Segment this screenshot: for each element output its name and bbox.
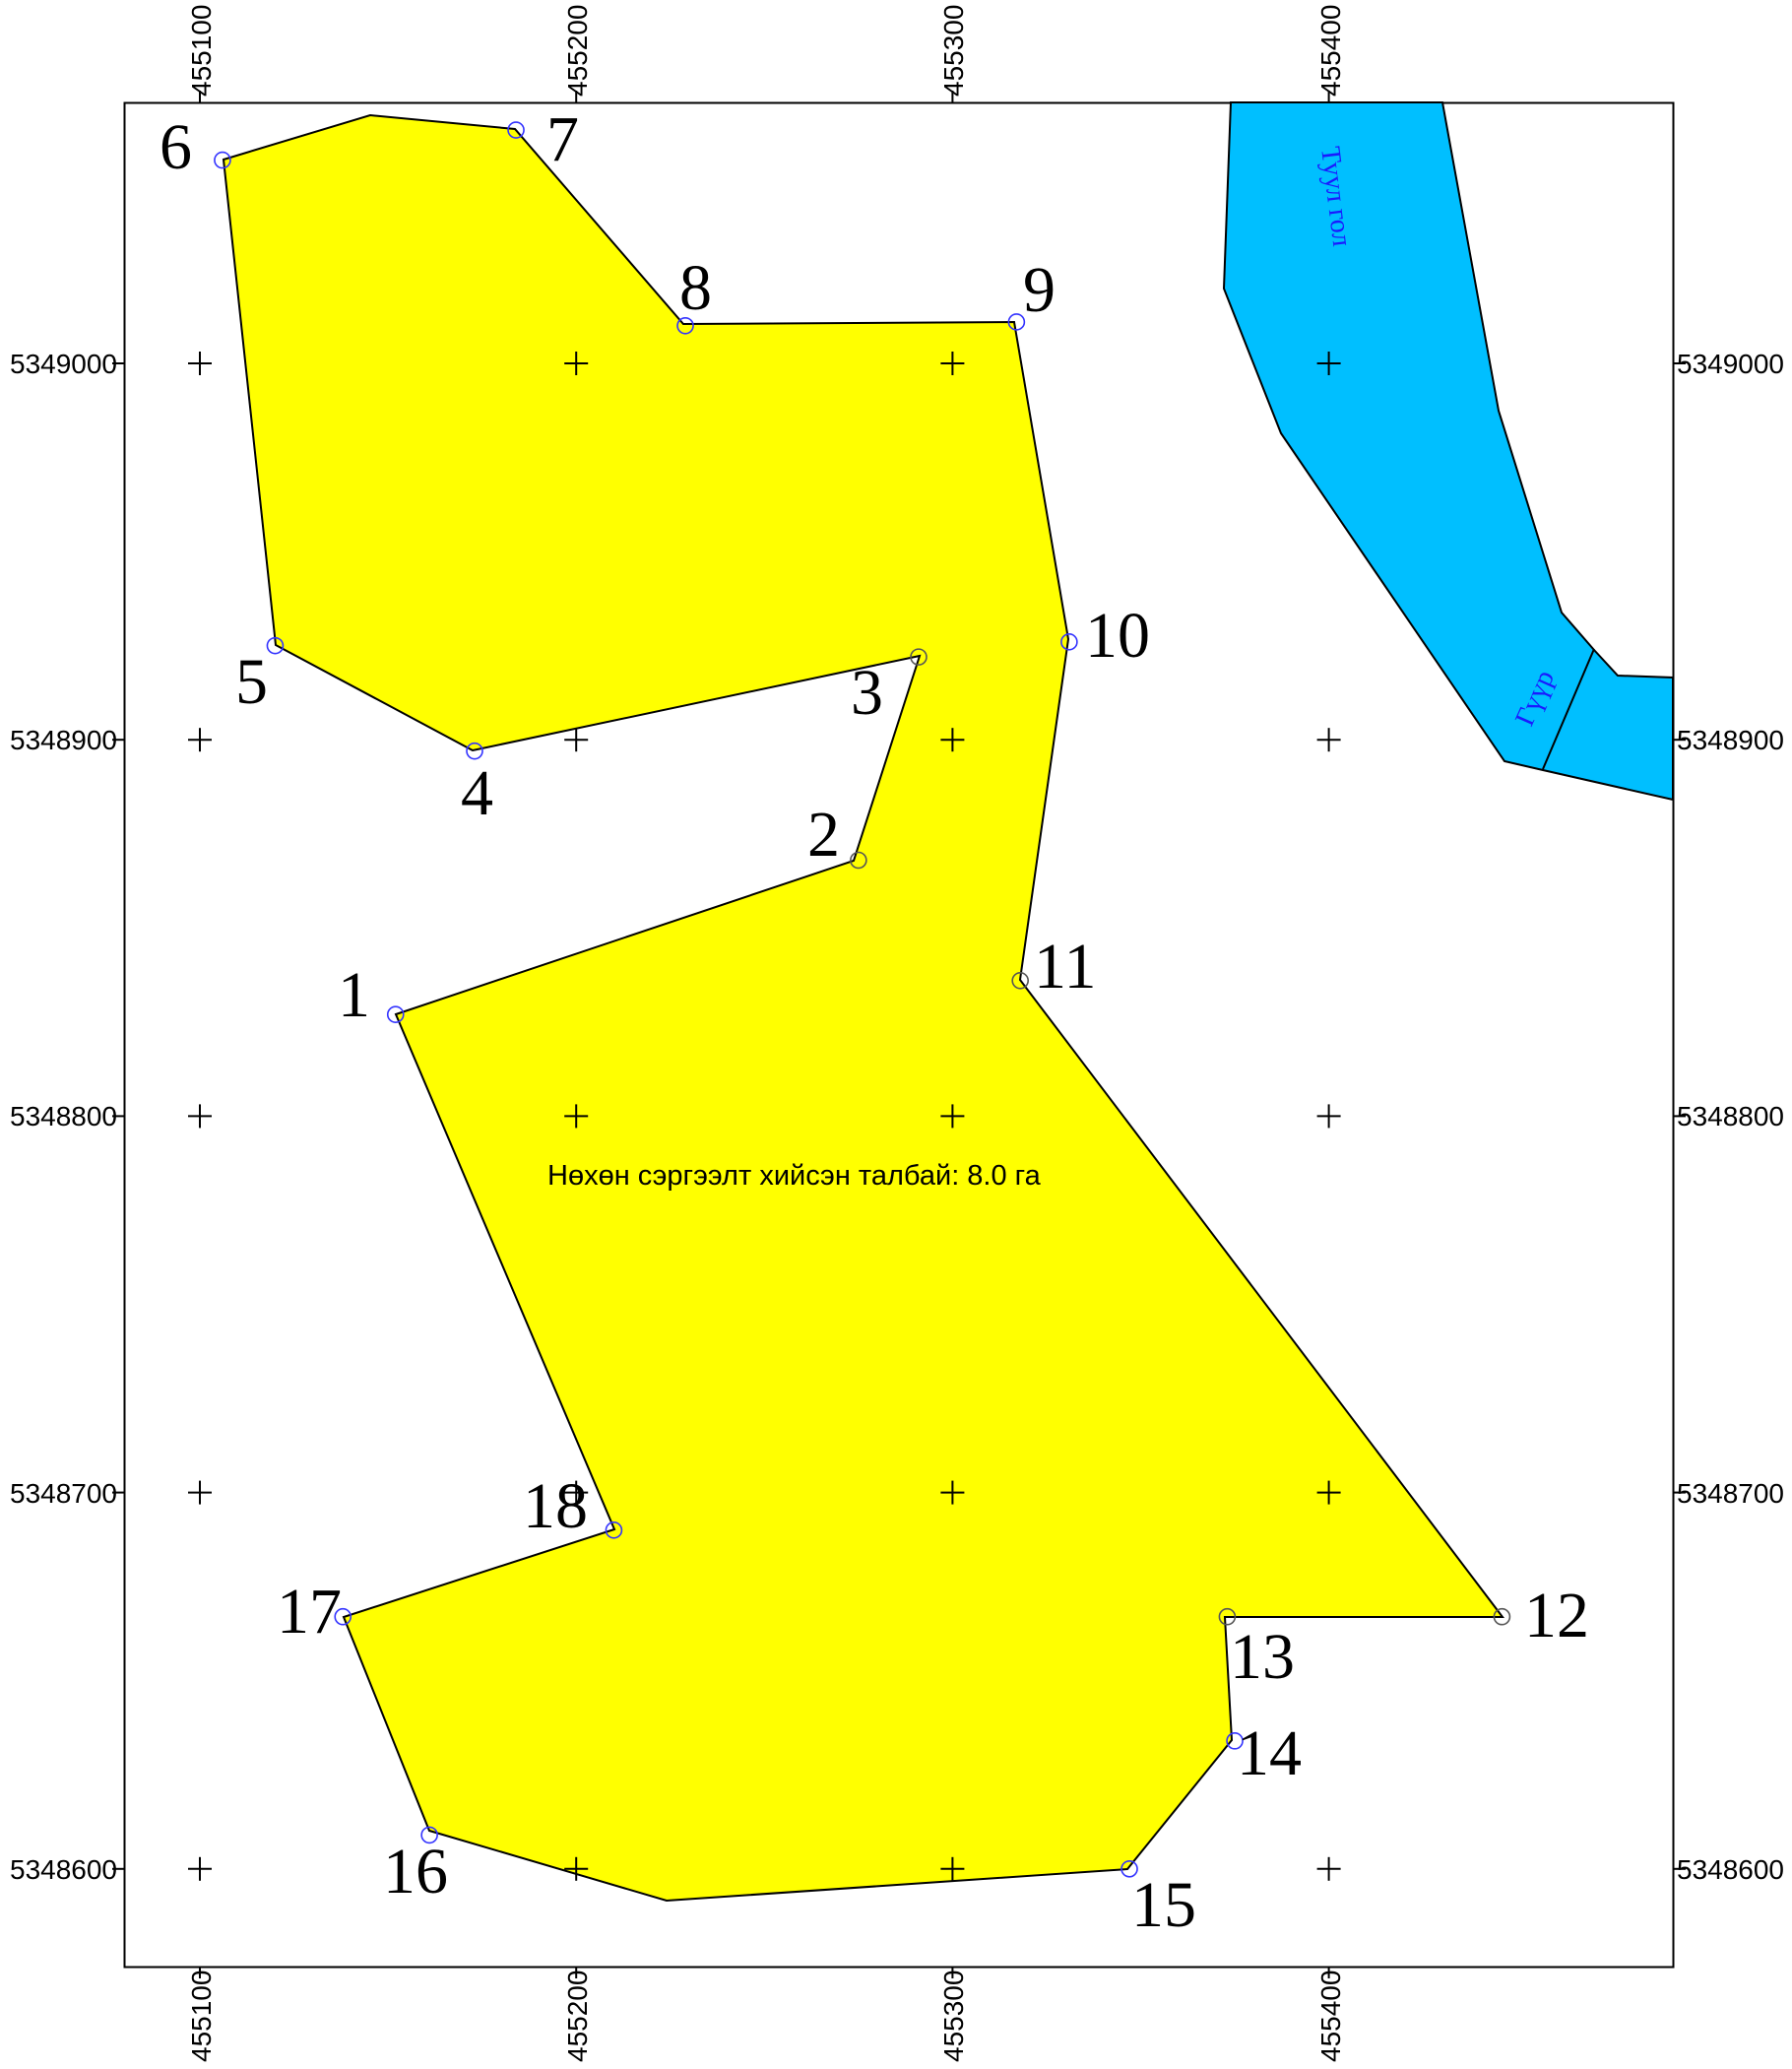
easting-label-top: 455100 xyxy=(186,5,217,97)
grid-cross xyxy=(1316,1104,1341,1129)
vertex-marker xyxy=(266,636,285,655)
northing-label-right: 5349000 xyxy=(1677,349,1784,379)
grid-cross xyxy=(564,1480,589,1505)
grid-cross xyxy=(564,1104,589,1129)
northing-label-left: 5348900 xyxy=(10,725,117,755)
restoration-polygon xyxy=(222,113,1505,1903)
grid-crosses xyxy=(112,91,1686,1978)
vertex-marker xyxy=(214,151,231,169)
vertex-marker xyxy=(605,1521,623,1539)
vertex-label: 15 xyxy=(1131,1869,1196,1941)
vertex-marker xyxy=(676,316,694,335)
vertex-label: 9 xyxy=(1023,254,1056,326)
grid-cross xyxy=(940,728,965,752)
vertex-marker xyxy=(466,742,483,760)
vertex-label: 11 xyxy=(1034,931,1097,1002)
easting-labels-bottom: 455100 455200 455300 455400 xyxy=(186,1971,1346,2062)
vertex-marker xyxy=(1493,1607,1511,1626)
vertex-marker xyxy=(1007,313,1026,331)
vertex-marker xyxy=(334,1607,352,1626)
grid-cross xyxy=(1316,352,1341,375)
vertex-marker xyxy=(910,648,928,666)
northing-label-left: 5348600 xyxy=(10,1854,117,1885)
vertex-label: 18 xyxy=(523,1470,588,1542)
vertex-label: 2 xyxy=(807,799,840,871)
vertex-label: 1 xyxy=(338,959,370,1031)
vertex-marker xyxy=(386,1005,405,1024)
vertex-marker xyxy=(507,121,525,139)
easting-label-bottom: 455300 xyxy=(938,1971,969,2062)
grid-cross xyxy=(940,1104,965,1129)
vertex-label: 3 xyxy=(851,657,883,729)
vertex-label: 4 xyxy=(461,757,493,829)
easting-label-top: 455300 xyxy=(938,5,969,97)
grid-cross xyxy=(188,1856,212,1881)
vertex-label: 13 xyxy=(1230,1621,1295,1693)
grid-cross xyxy=(1316,728,1341,752)
northing-label-left: 5349000 xyxy=(10,349,117,379)
vertex-markers xyxy=(214,121,1511,1878)
vertex-label: 16 xyxy=(383,1836,448,1907)
grid-cross xyxy=(564,728,589,752)
grid-cross xyxy=(940,1856,965,1881)
grid-cross xyxy=(188,352,212,375)
grid-cross xyxy=(564,1856,589,1881)
vertex-label: 8 xyxy=(679,252,712,324)
vertex-marker xyxy=(1226,1732,1244,1750)
northing-label-right: 5348600 xyxy=(1677,1854,1784,1885)
bridge-line xyxy=(1542,648,1595,770)
northing-label-right: 5348800 xyxy=(1677,1101,1784,1131)
vertex-marker xyxy=(420,1826,438,1844)
northing-label-right: 5348900 xyxy=(1677,725,1784,755)
vertex-label: 10 xyxy=(1085,600,1150,672)
northing-labels-right: 5349000 5348900 5348800 5348700 5348600 xyxy=(1677,349,1784,1885)
grid-cross xyxy=(188,1104,212,1129)
northing-label-right: 5348700 xyxy=(1677,1478,1784,1509)
area-label: Нөхөн сэргээлт хийсэн талбай: 8.0 га xyxy=(547,1160,1042,1192)
vertex-marker xyxy=(1060,633,1078,651)
easting-label-bottom: 455400 xyxy=(1315,1971,1346,2062)
grid-cross xyxy=(940,1480,965,1505)
river: Туул гол Гүүр xyxy=(1222,101,1674,802)
easting-label-bottom: 455100 xyxy=(186,1971,217,2062)
easting-label-top: 455200 xyxy=(562,5,593,97)
northing-label-left: 5348700 xyxy=(10,1478,117,1509)
grid-cross xyxy=(1316,1856,1341,1881)
grid-cross xyxy=(188,1480,212,1505)
grid-cross xyxy=(940,352,965,375)
vertex-labels: 1 2 3 4 5 6 7 8 9 10 11 12 13 14 15 16 1… xyxy=(160,103,1589,1941)
vertex-label: 14 xyxy=(1237,1717,1302,1789)
grid-cross xyxy=(1316,1480,1341,1505)
river-area xyxy=(1222,101,1674,802)
vertex-label: 6 xyxy=(160,111,192,183)
easting-label-bottom: 455200 xyxy=(562,1971,593,2062)
vertex-marker xyxy=(1011,972,1029,990)
northing-label-left: 5348800 xyxy=(10,1101,117,1131)
vertex-marker xyxy=(1218,1607,1237,1626)
vertex-marker xyxy=(850,851,867,870)
easting-label-top: 455400 xyxy=(1315,5,1346,97)
easting-labels-top: 455100 455200 455300 455400 xyxy=(186,5,1346,97)
vertex-label: 5 xyxy=(235,646,268,718)
map-frame xyxy=(123,101,1675,1969)
grid-cross xyxy=(564,352,589,375)
grid-cross xyxy=(188,728,212,752)
vertex-label: 17 xyxy=(277,1576,342,1648)
northing-labels-left: 5349000 5348900 5348800 5348700 5348600 xyxy=(10,349,117,1885)
vertex-label: 7 xyxy=(546,103,579,175)
vertex-label: 12 xyxy=(1524,1580,1589,1651)
vertex-marker xyxy=(1120,1860,1138,1878)
